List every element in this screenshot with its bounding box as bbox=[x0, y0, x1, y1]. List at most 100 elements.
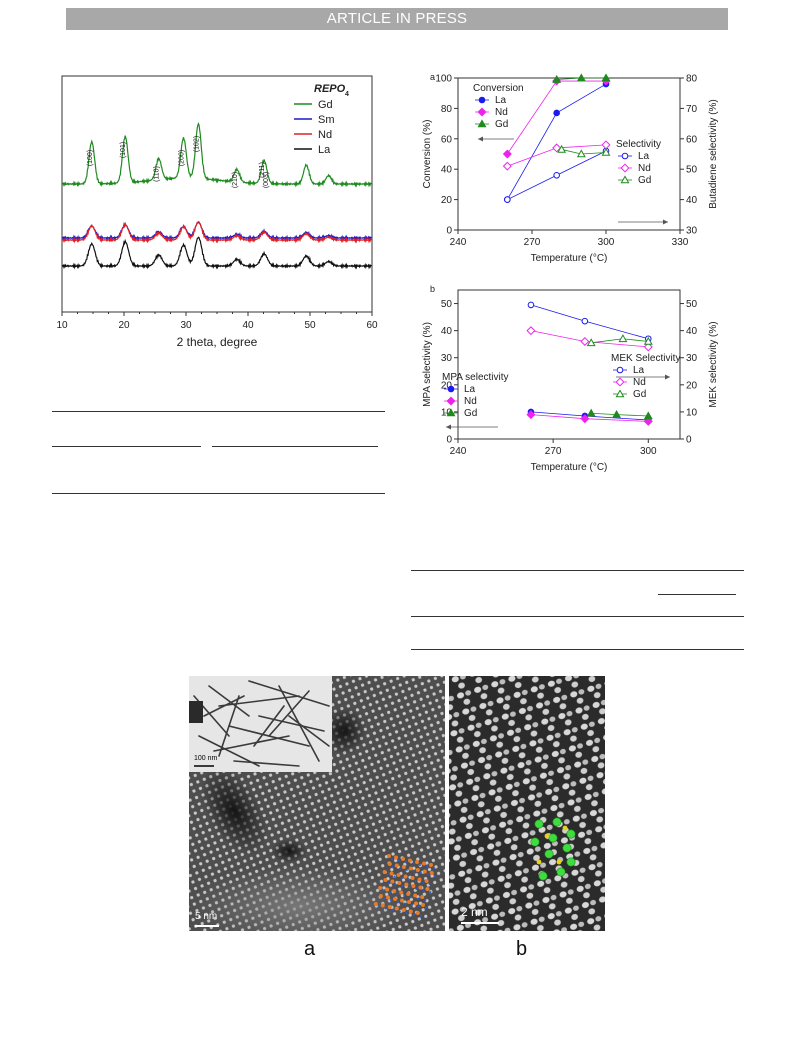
nanorod bbox=[288, 715, 330, 747]
x-tick-label: 240 bbox=[450, 446, 467, 457]
legend-label-gd: Gd bbox=[318, 99, 333, 111]
nanorod bbox=[268, 690, 310, 737]
crystal-atom bbox=[420, 895, 425, 899]
tem-inset: 100 nm bbox=[189, 676, 332, 772]
crystal-atom bbox=[399, 890, 404, 895]
y-right-tick-label: 10 bbox=[686, 407, 698, 418]
right-series-point-gd bbox=[576, 149, 586, 158]
peak-label: (211) bbox=[259, 162, 266, 178]
legend-title: REPO bbox=[314, 83, 346, 95]
x-tick-label: 60 bbox=[366, 320, 378, 331]
legend-left-marker bbox=[477, 107, 487, 117]
legend-left-label: Gd bbox=[495, 119, 508, 130]
right-series-point-la bbox=[553, 171, 560, 179]
x-tick-label: 300 bbox=[598, 237, 615, 248]
y-left-tick-label: 0 bbox=[446, 435, 452, 446]
left-series-point-la bbox=[553, 109, 560, 117]
crystal-atom bbox=[390, 899, 392, 902]
crystal-atom bbox=[412, 862, 414, 865]
table-rule bbox=[411, 649, 744, 650]
left-series-point-nd bbox=[580, 414, 590, 424]
legend-right-marker bbox=[620, 163, 630, 173]
y-left-tick-label: 20 bbox=[441, 195, 453, 206]
crystal-atom bbox=[428, 883, 431, 885]
crystal-atom bbox=[383, 898, 385, 900]
crystal-atom bbox=[433, 875, 436, 877]
y-left-tick-label: 80 bbox=[441, 104, 453, 115]
tem-lattice-b bbox=[449, 676, 605, 931]
crystal-atom bbox=[403, 874, 408, 879]
nanorod bbox=[213, 735, 290, 752]
legend-right-label: La bbox=[633, 365, 645, 376]
crystal-atom bbox=[387, 854, 391, 858]
y-left-tick-label: 50 bbox=[441, 299, 453, 310]
right-series-point-nd bbox=[502, 161, 512, 171]
crystal-atom bbox=[396, 893, 399, 895]
right-series-point-la bbox=[527, 301, 535, 309]
crystal-atom bbox=[418, 885, 423, 890]
crystal-atom bbox=[394, 883, 397, 886]
x-tick-label: 300 bbox=[640, 446, 657, 457]
crystal-atom bbox=[422, 861, 426, 866]
table-rule bbox=[52, 493, 385, 494]
panel-label-a: a bbox=[304, 938, 316, 960]
crystal-atom bbox=[382, 870, 387, 874]
left-series-point-nd bbox=[502, 149, 512, 159]
crystal-atom bbox=[408, 858, 412, 863]
y-left-tick-label: 100 bbox=[435, 74, 452, 85]
table-rule bbox=[658, 594, 736, 595]
crystal-atom bbox=[556, 867, 566, 877]
crystal-atom bbox=[413, 893, 418, 898]
crystal-atom bbox=[401, 857, 405, 861]
right-series-point-nd bbox=[601, 140, 611, 150]
xrd-figure: 10 20 30 40 50 60 2 theta, degree (100) (101) (11… bbox=[44, 62, 384, 357]
tem-image-b: 2 nm bbox=[449, 676, 605, 931]
right-series-point-la bbox=[581, 317, 589, 325]
nanorod bbox=[198, 735, 260, 767]
legend-left-label: Nd bbox=[464, 396, 477, 407]
y-left-tick-label: 20 bbox=[441, 380, 453, 391]
x-tick-label: 40 bbox=[242, 320, 254, 331]
left-series-point-nd bbox=[526, 410, 536, 420]
crystal-overlay-b bbox=[530, 817, 576, 881]
crystal-atom bbox=[391, 909, 394, 911]
crystal-atom bbox=[422, 889, 425, 892]
crystal-atom bbox=[429, 863, 433, 867]
y-right-tick-label: 80 bbox=[686, 74, 698, 85]
crystal-atom bbox=[387, 905, 392, 909]
crystal-atom bbox=[424, 879, 429, 883]
crystal-atom bbox=[414, 880, 417, 882]
right-series-line-la bbox=[530, 304, 649, 340]
right-series-point-gd bbox=[586, 338, 596, 347]
nanorod bbox=[218, 695, 240, 757]
nanorod bbox=[208, 685, 250, 717]
crystal-atom bbox=[415, 888, 418, 890]
crystal-atom bbox=[398, 910, 401, 913]
right-series-point-gd bbox=[618, 334, 628, 343]
crystal-atom bbox=[401, 885, 404, 887]
crystal-atom bbox=[392, 889, 397, 893]
selectivity-figure: b 240 270 300 0 10 20 30 40 50 0 10 20 30 40 50 Temperat… bbox=[418, 282, 738, 487]
crystal-atom bbox=[415, 860, 419, 864]
y-right-tick-label: 30 bbox=[686, 353, 698, 364]
crystal-atom bbox=[410, 876, 415, 880]
left-series-point-gd bbox=[612, 409, 622, 418]
tem-image-a: 100 nm 5 nm bbox=[189, 676, 445, 931]
legend-right-marker bbox=[615, 377, 625, 387]
crystal-atom bbox=[538, 871, 548, 881]
x-tick-label: 270 bbox=[545, 446, 562, 457]
legend-left-marker bbox=[446, 396, 456, 406]
crystal-atom bbox=[382, 890, 385, 892]
y-right-tick-label: 40 bbox=[686, 326, 698, 337]
panel-label: b bbox=[430, 284, 435, 294]
crystal-atom bbox=[387, 882, 390, 884]
legend-right-title: Selectivity bbox=[616, 139, 661, 150]
table-rule bbox=[52, 411, 385, 412]
crystal-atom bbox=[383, 878, 388, 882]
legend-right-marker bbox=[615, 389, 625, 398]
y-left-axis-label: MPA selectivity (%) bbox=[422, 322, 433, 407]
crystal-atom bbox=[419, 872, 422, 874]
crystal-atom bbox=[377, 906, 380, 908]
plot-frame bbox=[457, 77, 681, 231]
table-rule bbox=[411, 616, 744, 617]
